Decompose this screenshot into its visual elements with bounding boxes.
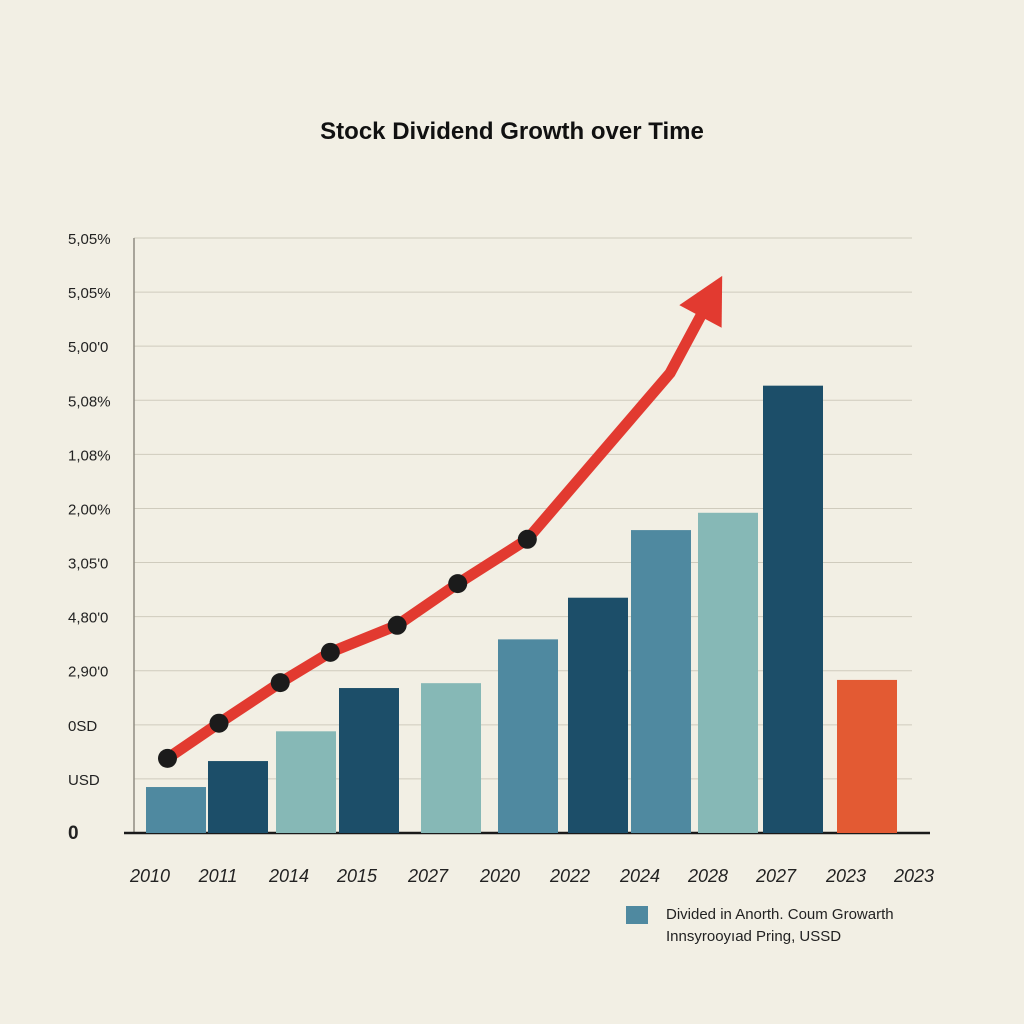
x-tick-label: 2010 (129, 866, 170, 886)
x-tick-label: 2020 (479, 866, 520, 886)
trend-marker (157, 748, 177, 768)
bar (146, 787, 206, 833)
trend-marker (448, 574, 468, 594)
x-tick-label: 2022 (549, 866, 590, 886)
y-tick-label: 5,05% (68, 231, 111, 248)
legend-label-line1: Divided in Anorth. Coum Growarth (666, 906, 894, 923)
bar (837, 679, 897, 833)
y-tick-label: 5,08% (68, 393, 111, 410)
y-tick-label: 0 (68, 823, 79, 844)
bar (208, 761, 268, 833)
trend-marker (387, 615, 407, 635)
trend-marker (320, 642, 340, 662)
x-tick-label: 2014 (268, 866, 309, 886)
x-tick-label: 2023 (893, 866, 934, 886)
y-tick-label: 0SD (68, 718, 97, 735)
bar (763, 385, 823, 833)
y-tick-label: 1,08% (68, 447, 111, 464)
x-tick-label: 2023 (825, 866, 866, 886)
trend-marker (270, 673, 290, 693)
x-tick-label: 2015 (336, 866, 378, 886)
trend-marker (517, 529, 537, 549)
legend-swatch (626, 906, 648, 924)
x-tick-label: 2027 (407, 866, 449, 886)
y-tick-label: 2,00% (68, 501, 111, 518)
trend-arrowhead (679, 275, 723, 328)
y-tick-label: 3,05'0 (68, 556, 108, 573)
bar (276, 731, 336, 833)
bar (698, 512, 758, 833)
x-tick-label: 2028 (687, 866, 728, 886)
legend-label-line2: Innsyrooyıad Pring, USSD (666, 928, 842, 945)
bar (631, 530, 691, 833)
chart-title: Stock Dividend Growth over Time (320, 118, 704, 145)
x-tick-label: 2024 (619, 866, 660, 886)
y-tick-label: 5,05% (68, 285, 111, 302)
bar (421, 683, 481, 833)
bar (568, 597, 628, 833)
bar (339, 688, 399, 833)
y-tick-label: 5,00'0 (68, 339, 108, 356)
trend-marker (209, 713, 229, 733)
bar (498, 639, 558, 833)
x-tick-label: 2027 (755, 866, 797, 886)
y-tick-label: 2,90'0 (68, 664, 108, 681)
y-tick-label: USD (68, 772, 100, 789)
x-tick-label: 2011 (198, 866, 238, 886)
y-tick-label: 4,80'0 (68, 610, 108, 627)
